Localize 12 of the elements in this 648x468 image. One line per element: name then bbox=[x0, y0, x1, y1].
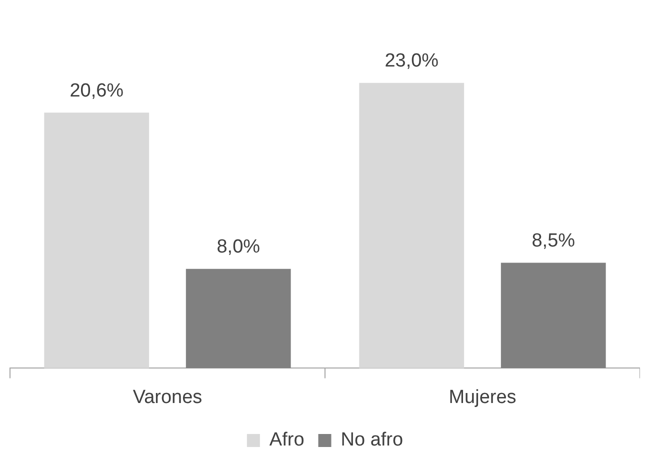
data-label: 23,0% bbox=[384, 50, 439, 72]
bar bbox=[359, 82, 464, 368]
legend-label: No afro bbox=[340, 430, 404, 451]
data-label: 8,5% bbox=[532, 230, 576, 252]
bar bbox=[500, 262, 606, 368]
bar bbox=[44, 112, 150, 368]
x-tick-label: Varones bbox=[132, 386, 202, 408]
data-label: 20,6% bbox=[70, 80, 124, 102]
legend-label: Afro bbox=[269, 430, 304, 451]
x-tick-label: Mujeres bbox=[448, 386, 516, 408]
data-label: 8,0% bbox=[216, 236, 260, 258]
bar bbox=[186, 268, 291, 368]
